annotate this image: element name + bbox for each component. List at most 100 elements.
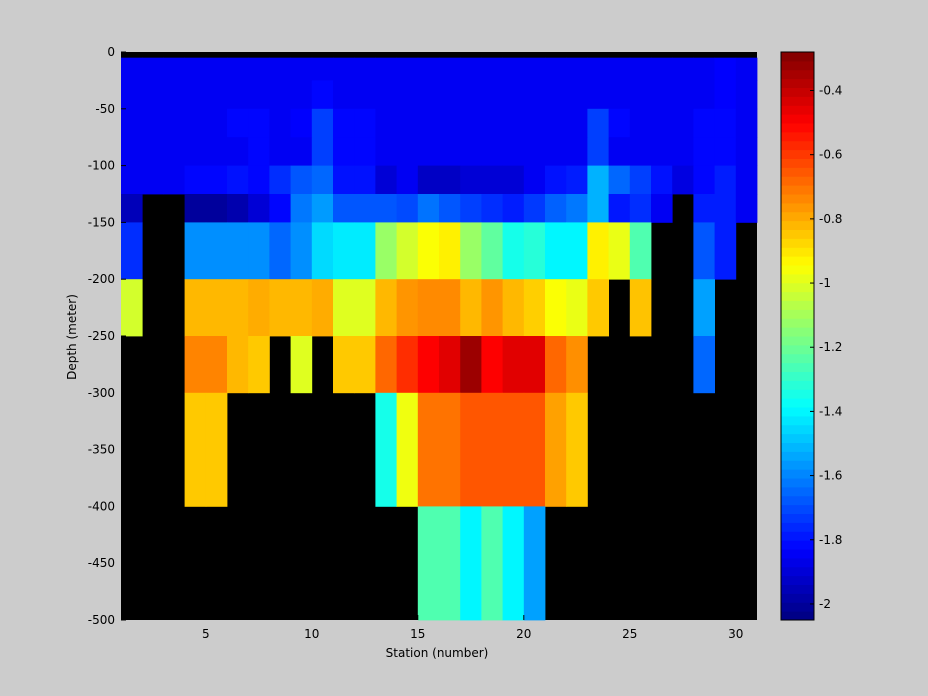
colorbar-swatch bbox=[781, 60, 814, 71]
heatmap-cell bbox=[354, 336, 376, 394]
heatmap-cell bbox=[311, 80, 334, 110]
heatmap-cell bbox=[184, 392, 207, 507]
heatmap-cell bbox=[502, 80, 525, 110]
heatmap-cell bbox=[481, 222, 503, 280]
heatmap-cell bbox=[460, 279, 482, 337]
heatmap-cell bbox=[735, 80, 758, 110]
heatmap-cell bbox=[269, 279, 291, 337]
y-tick-label: -500 bbox=[88, 613, 115, 627]
heatmap-cell bbox=[566, 194, 588, 223]
colorbar-swatch bbox=[781, 220, 814, 231]
heatmap-cell bbox=[227, 194, 249, 223]
heatmap-cell bbox=[502, 279, 525, 337]
colorbar-swatch bbox=[781, 149, 814, 160]
heatmap-cell bbox=[502, 137, 525, 166]
heatmap-cell bbox=[163, 108, 185, 138]
heatmap-cell bbox=[396, 194, 419, 223]
heatmap-cell bbox=[439, 108, 461, 138]
heatmap-cell bbox=[481, 336, 503, 394]
heatmap-cell bbox=[608, 194, 631, 223]
heatmap-cell bbox=[375, 392, 397, 507]
heatmap-cell bbox=[417, 194, 440, 223]
colorbar-swatch bbox=[781, 575, 814, 586]
heatmap-cell bbox=[354, 137, 376, 166]
heatmap-cell bbox=[587, 108, 609, 138]
colorbar-swatch bbox=[781, 433, 814, 444]
colorbar-swatch bbox=[781, 202, 814, 213]
colorbar-swatch bbox=[781, 318, 814, 328]
colorbar-swatch bbox=[781, 495, 814, 506]
heatmap-cell bbox=[735, 165, 758, 195]
colorbar-swatch bbox=[781, 460, 814, 470]
heatmap-cell bbox=[460, 137, 482, 166]
heatmap-cell bbox=[248, 279, 270, 337]
x-tick-label: 20 bbox=[516, 627, 531, 641]
colorbar-swatch bbox=[781, 336, 814, 346]
colorbar-swatch bbox=[781, 451, 814, 461]
heatmap-cell bbox=[735, 108, 758, 138]
heatmap-cell bbox=[248, 194, 270, 223]
heatmap-cell bbox=[523, 165, 546, 195]
heatmap-cell bbox=[523, 506, 546, 621]
heatmap-cell bbox=[566, 392, 588, 507]
heatmap-cell bbox=[375, 165, 397, 195]
heatmap-cell bbox=[311, 222, 334, 280]
heatmap-cell bbox=[248, 222, 270, 280]
colorbar-swatch bbox=[781, 469, 814, 479]
heatmap-cell bbox=[481, 80, 503, 110]
heatmap-cell bbox=[439, 137, 461, 166]
heatmap-cell bbox=[523, 57, 546, 81]
heatmap-cell bbox=[417, 57, 440, 81]
heatmap-cell bbox=[375, 57, 397, 81]
heatmap-cell bbox=[248, 57, 270, 81]
heatmap-cell bbox=[629, 80, 652, 110]
heatmap-cell bbox=[290, 80, 313, 110]
heatmap-cell bbox=[545, 336, 567, 394]
colorbar-swatch bbox=[781, 380, 814, 390]
heatmap-cell bbox=[142, 57, 164, 81]
colorbar-swatch bbox=[781, 398, 814, 408]
heatmap-cell bbox=[269, 137, 291, 166]
heatmap-cell bbox=[396, 57, 419, 81]
heatmap-cell bbox=[439, 392, 461, 507]
y-tick-label: -100 bbox=[88, 159, 115, 173]
heatmap-cell bbox=[460, 108, 482, 138]
heatmap-cell bbox=[205, 80, 228, 110]
colorbar-swatch bbox=[781, 282, 814, 293]
heatmap-cell bbox=[417, 392, 440, 507]
colorbar-swatch bbox=[781, 504, 814, 515]
heatmap-cell bbox=[629, 57, 652, 81]
heatmap-cell bbox=[672, 57, 694, 81]
heatmap-cell bbox=[608, 137, 631, 166]
heatmap-cell bbox=[460, 194, 482, 223]
heatmap-cell bbox=[439, 279, 461, 337]
colorbar-swatch bbox=[781, 256, 814, 266]
heatmap-cell bbox=[354, 108, 376, 138]
heatmap-cell bbox=[460, 165, 482, 195]
heatmap-cell bbox=[566, 336, 588, 394]
heatmap-cell bbox=[311, 57, 334, 81]
colorbar-swatch bbox=[781, 273, 814, 284]
colorbar-tick-label: -2 bbox=[819, 597, 831, 611]
heatmap-cell bbox=[629, 194, 652, 223]
colorbar-swatch bbox=[781, 105, 814, 115]
heatmap-cell bbox=[375, 222, 397, 280]
colorbar-tick-label: -0.4 bbox=[819, 84, 842, 98]
heatmap-cell bbox=[227, 279, 249, 337]
heatmap-cell bbox=[502, 222, 525, 280]
heatmap-cell bbox=[651, 194, 673, 223]
heatmap-cell bbox=[502, 57, 525, 81]
colorbar-swatch bbox=[781, 238, 814, 248]
colorbar-swatch bbox=[781, 389, 814, 399]
heatmap-cell bbox=[629, 222, 652, 280]
heatmap-cell bbox=[439, 506, 461, 621]
heatmap-cell bbox=[396, 80, 419, 110]
heatmap-cell bbox=[481, 194, 503, 223]
heatmap-cell bbox=[439, 336, 461, 394]
heatmap-cell bbox=[460, 57, 482, 81]
heatmap-cell bbox=[651, 137, 673, 166]
heatmap-cell bbox=[481, 392, 503, 507]
heatmap-cell bbox=[184, 80, 207, 110]
x-axis-ticks: 5 10 15 20 25 30 bbox=[202, 615, 743, 641]
heatmap-cell bbox=[121, 165, 143, 195]
